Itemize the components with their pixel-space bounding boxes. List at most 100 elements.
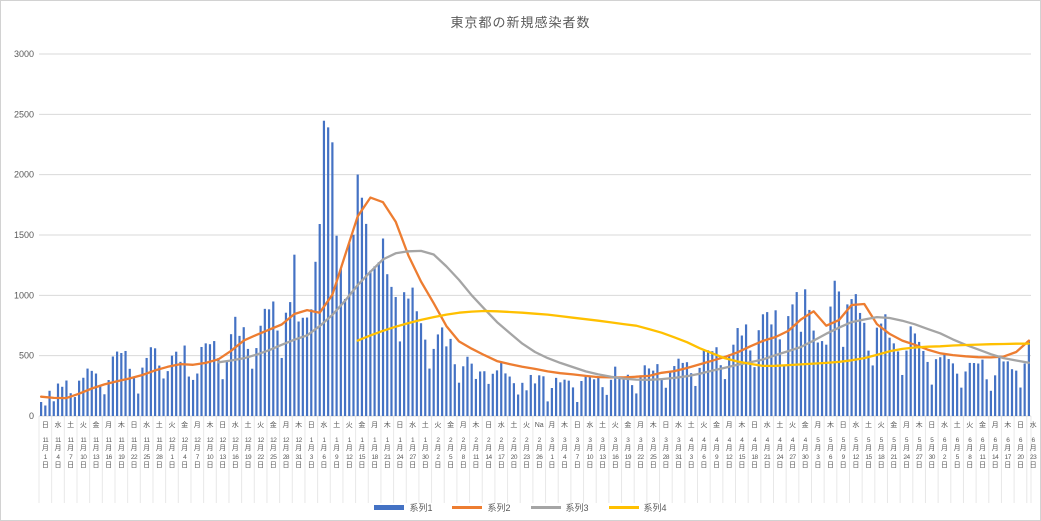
bar[interactable] xyxy=(875,327,879,416)
bar[interactable] xyxy=(858,312,862,416)
bar[interactable] xyxy=(86,368,89,416)
bar[interactable] xyxy=(255,348,258,416)
bar[interactable] xyxy=(867,350,870,416)
bar[interactable] xyxy=(44,405,47,416)
bar[interactable] xyxy=(276,330,279,416)
bar[interactable] xyxy=(592,379,596,416)
bar[interactable] xyxy=(926,361,929,416)
bar[interactable] xyxy=(939,357,942,416)
bar[interactable] xyxy=(804,289,807,416)
bar[interactable] xyxy=(677,358,680,416)
bar[interactable] xyxy=(778,339,781,416)
bar[interactable] xyxy=(559,382,562,416)
bar[interactable] xyxy=(930,384,933,416)
bar[interactable] xyxy=(757,330,760,416)
legend-item-series3[interactable]: 系列3 xyxy=(530,501,589,514)
bar[interactable] xyxy=(314,261,317,416)
bar[interactable] xyxy=(981,359,984,416)
bar[interactable] xyxy=(550,388,553,416)
bar[interactable] xyxy=(179,361,182,416)
bar[interactable] xyxy=(293,254,296,416)
bar[interactable] xyxy=(618,377,621,416)
bar[interactable] xyxy=(365,223,368,416)
bar[interactable] xyxy=(525,390,528,416)
bar[interactable] xyxy=(934,359,938,416)
bar[interactable] xyxy=(403,292,406,416)
bar[interactable] xyxy=(474,378,478,416)
bar[interactable] xyxy=(571,387,575,416)
bar[interactable] xyxy=(825,344,828,416)
bar[interactable] xyxy=(517,394,520,416)
bar[interactable] xyxy=(639,375,642,416)
bar[interactable] xyxy=(289,302,292,416)
bar[interactable] xyxy=(457,382,461,416)
bar[interactable] xyxy=(896,351,900,416)
bar[interactable] xyxy=(1002,361,1005,416)
bar[interactable] xyxy=(736,328,739,416)
bar[interactable] xyxy=(685,362,689,416)
bar[interactable] xyxy=(128,368,131,416)
bar[interactable] xyxy=(390,286,393,416)
bar[interactable] xyxy=(630,385,634,416)
bar[interactable] xyxy=(635,393,638,416)
bar[interactable] xyxy=(626,374,629,416)
bar[interactable] xyxy=(673,366,676,416)
bar[interactable] xyxy=(52,401,55,416)
bar[interactable] xyxy=(799,331,803,416)
bar[interactable] xyxy=(204,343,207,416)
bar[interactable] xyxy=(597,376,600,416)
bar[interactable] xyxy=(668,372,672,416)
bar[interactable] xyxy=(360,197,364,416)
bar[interactable] xyxy=(436,334,440,416)
bar[interactable] xyxy=(740,335,743,416)
bar[interactable] xyxy=(183,345,186,416)
bar[interactable] xyxy=(918,341,921,416)
bar[interactable] xyxy=(234,316,237,416)
bar[interactable] xyxy=(352,234,355,416)
bar[interactable] xyxy=(719,365,722,416)
bar[interactable] xyxy=(424,339,427,416)
bar[interactable] xyxy=(580,381,583,416)
bar[interactable] xyxy=(466,356,469,416)
bar[interactable] xyxy=(170,355,174,416)
bar[interactable] xyxy=(196,373,199,416)
bar[interactable] xyxy=(744,324,748,416)
bar[interactable] xyxy=(964,371,967,416)
bar[interactable] xyxy=(175,351,178,416)
bar[interactable] xyxy=(242,327,245,416)
bar[interactable] xyxy=(605,394,608,416)
bar[interactable] xyxy=(453,364,456,416)
bar[interactable] xyxy=(913,333,917,416)
bar[interactable] xyxy=(90,370,93,416)
bar[interactable] xyxy=(335,235,338,416)
bar[interactable] xyxy=(698,367,701,416)
bar[interactable] xyxy=(149,347,152,416)
bar[interactable] xyxy=(251,368,254,416)
bar[interactable] xyxy=(504,373,507,416)
bar[interactable] xyxy=(339,268,342,416)
bar[interactable] xyxy=(470,363,473,416)
bar[interactable] xyxy=(774,310,777,416)
bar[interactable] xyxy=(267,309,271,416)
bar[interactable] xyxy=(120,353,123,416)
bar[interactable] xyxy=(542,376,545,416)
bar[interactable] xyxy=(200,346,203,416)
bar[interactable] xyxy=(782,364,786,416)
bar[interactable] xyxy=(871,365,874,416)
bar[interactable] xyxy=(208,344,212,416)
bar[interactable] xyxy=(643,365,646,416)
bar[interactable] xyxy=(432,348,435,416)
bar[interactable] xyxy=(968,362,971,416)
bar[interactable] xyxy=(588,375,591,416)
bar[interactable] xyxy=(61,386,64,416)
bar[interactable] xyxy=(386,274,389,416)
bar[interactable] xyxy=(652,370,655,416)
bar[interactable] xyxy=(491,373,494,416)
bar[interactable] xyxy=(555,377,558,416)
bar[interactable] xyxy=(529,374,532,416)
bar[interactable] xyxy=(56,383,60,416)
bar[interactable] xyxy=(702,349,705,416)
bar[interactable] xyxy=(905,350,908,416)
bar[interactable] xyxy=(681,362,684,416)
bar[interactable] xyxy=(187,376,190,416)
